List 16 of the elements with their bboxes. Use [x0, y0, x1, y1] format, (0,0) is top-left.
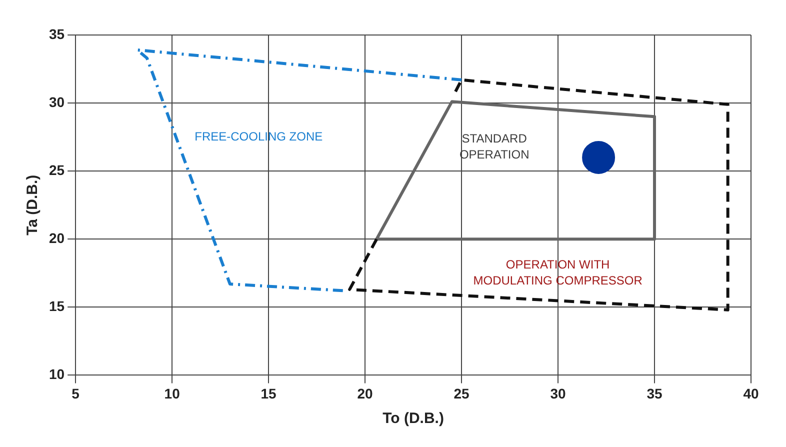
- x-tick-label: 10: [164, 385, 180, 402]
- x-tick-label: 20: [357, 385, 374, 402]
- y-tick-label: 35: [48, 26, 65, 42]
- x-tick-label: 35: [646, 385, 663, 402]
- x-tick-label: 30: [550, 385, 566, 402]
- y-tick-label: 15: [48, 298, 65, 314]
- y-tick-label: 25: [48, 162, 65, 178]
- x-tick-label: 40: [743, 385, 759, 402]
- y-tick-label: 20: [48, 230, 65, 246]
- x-tick-label: 15: [260, 385, 277, 402]
- y-axis-title: Ta (D.B.): [24, 174, 42, 236]
- x-tick-label: 25: [454, 385, 470, 402]
- x-tick-label: 5: [72, 385, 80, 402]
- y-tick-label: 10: [48, 366, 65, 382]
- x-axis-title: To (D.B.): [382, 410, 444, 428]
- y-tick-label: 30: [48, 94, 65, 110]
